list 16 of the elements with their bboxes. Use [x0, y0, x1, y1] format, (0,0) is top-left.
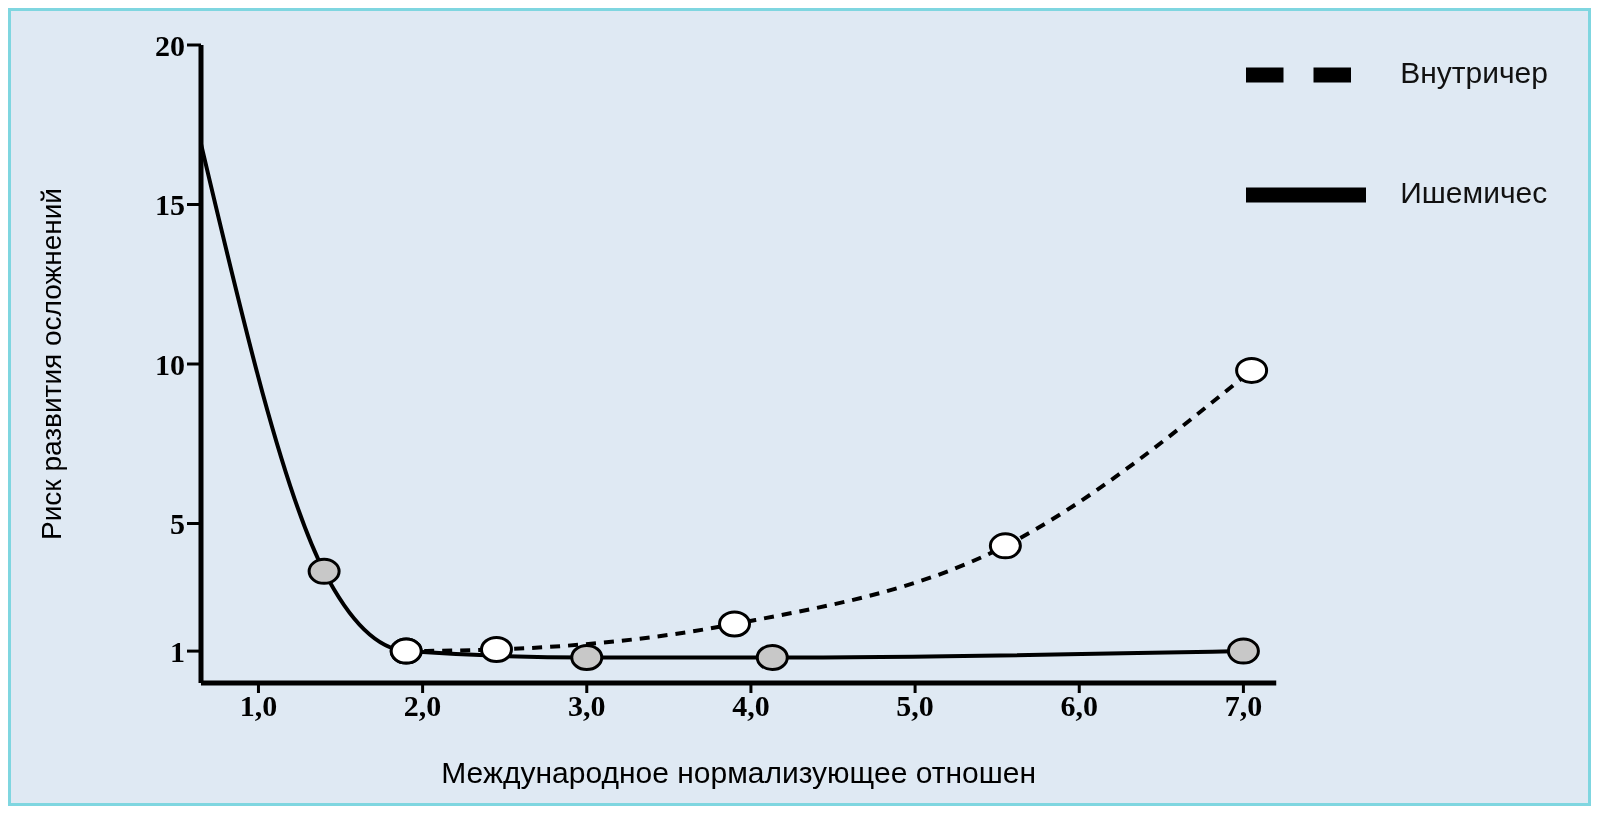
y-tick-label: 1 — [170, 634, 185, 668]
x-tick-label: 3,0 — [568, 689, 606, 723]
legend-label: Ишемичес — [1400, 175, 1548, 209]
x-tick-label: 6,0 — [1060, 689, 1098, 723]
x-tick-label: 4,0 — [732, 689, 770, 723]
x-tick-label: 7,0 — [1224, 689, 1263, 723]
y-tick-label: 15 — [155, 188, 185, 222]
legend-label: Внутричер — [1400, 55, 1548, 89]
x-tick-label: 5,0 — [896, 689, 934, 723]
x-tick-label: 1,0 — [239, 689, 278, 723]
x-tick-label: 2,0 — [403, 689, 442, 723]
y-tick-label: 5 — [170, 507, 185, 541]
y-tick-label: 10 — [155, 347, 185, 381]
y-axis-title: Риск развития осложнений — [35, 188, 67, 540]
y-tick-label: 20 — [155, 28, 185, 62]
x-axis-title: Международное нормализующее отношен — [441, 756, 1037, 789]
